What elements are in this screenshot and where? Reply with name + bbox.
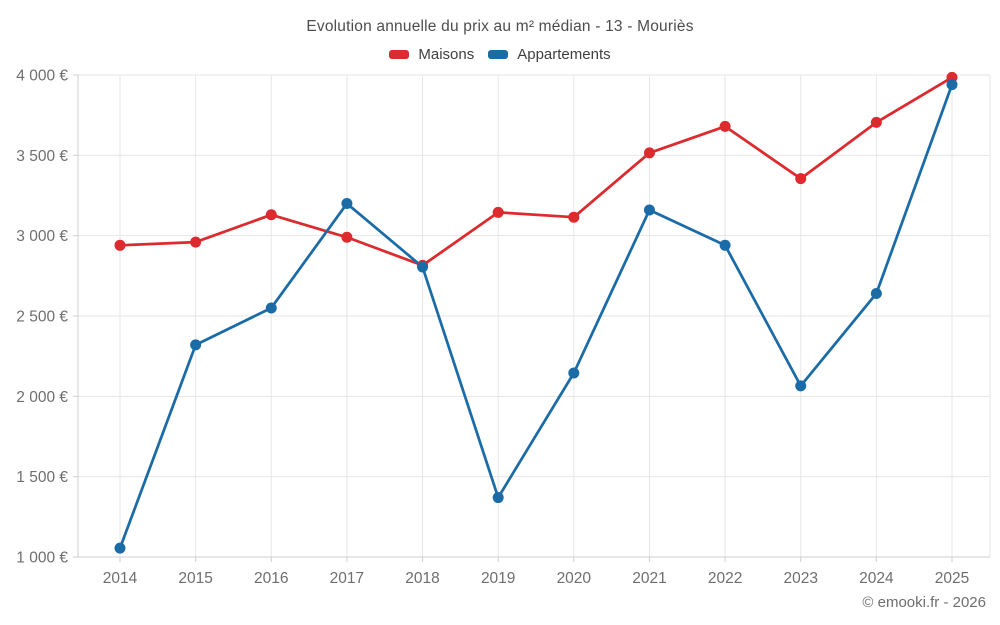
data-point-maisons-2021 bbox=[643, 147, 655, 159]
data-point-appartements-2016 bbox=[265, 302, 277, 314]
data-point-appartements-2017 bbox=[341, 198, 353, 210]
copyright-credit: © emooki.fr - 2026 bbox=[862, 594, 986, 611]
y-tick-label: 2 500 € bbox=[16, 309, 68, 326]
x-tick-label: 2024 bbox=[859, 570, 894, 587]
data-point-maisons-2020 bbox=[568, 211, 580, 223]
x-tick-label: 2022 bbox=[708, 570, 742, 587]
legend-swatch-maisons bbox=[389, 50, 410, 59]
y-tick-label: 3 000 € bbox=[16, 228, 68, 245]
data-point-appartements-2023 bbox=[795, 380, 807, 392]
x-tick-label: 2018 bbox=[405, 570, 439, 587]
x-tick-label: 2021 bbox=[632, 570, 666, 587]
x-tick-label: 2015 bbox=[178, 570, 212, 587]
data-point-maisons-2017 bbox=[341, 231, 353, 243]
x-tick-label: 2019 bbox=[481, 570, 515, 587]
data-point-maisons-2023 bbox=[795, 173, 807, 185]
y-tick-label: 1 000 € bbox=[16, 550, 68, 567]
legend-item-maisons[interactable]: Maisons bbox=[389, 46, 474, 63]
data-point-maisons-2016 bbox=[265, 209, 277, 221]
chart-legend: Maisons Appartements bbox=[0, 46, 1000, 63]
data-point-maisons-2015 bbox=[190, 236, 202, 248]
legend-label: Appartements bbox=[517, 46, 611, 63]
x-tick-label: 2016 bbox=[254, 570, 288, 587]
series-line-appartements bbox=[118, 83, 954, 550]
line-chart-canvas: 1 000 € 1 500 € 2 000 € 2 500 € 3 000 € 3 500… bbox=[16, 68, 991, 587]
legend-label: Maisons bbox=[418, 46, 475, 63]
y-tick-label: 3 500 € bbox=[16, 148, 68, 165]
data-point-appartements-2025 bbox=[946, 79, 958, 91]
y-tick-label: 1 500 € bbox=[16, 469, 68, 486]
y-tick-label: 2 000 € bbox=[16, 389, 68, 406]
data-point-maisons-2024 bbox=[870, 116, 882, 128]
data-point-appartements-2015 bbox=[190, 339, 202, 351]
data-point-maisons-2019 bbox=[492, 206, 504, 218]
x-tick-label: 2025 bbox=[935, 570, 969, 587]
data-point-appartements-2020 bbox=[568, 367, 580, 379]
x-tick-label: 2023 bbox=[783, 570, 817, 587]
data-point-appartements-2018 bbox=[417, 261, 429, 273]
data-point-maisons-2014 bbox=[114, 239, 126, 251]
x-tick-label: 2014 bbox=[103, 570, 138, 587]
x-tick-label: 2020 bbox=[557, 570, 592, 587]
y-tick-label: 4 000 € bbox=[16, 68, 68, 85]
data-point-appartements-2021 bbox=[643, 204, 655, 216]
data-point-appartements-2019 bbox=[492, 492, 504, 504]
data-point-appartements-2022 bbox=[719, 239, 731, 251]
data-point-appartements-2014 bbox=[114, 542, 126, 554]
chart-title: Evolution annuelle du prix au m² médian … bbox=[306, 18, 694, 35]
series-line-maisons bbox=[118, 76, 954, 267]
data-point-appartements-2024 bbox=[870, 288, 882, 300]
x-tick-label: 2017 bbox=[330, 570, 364, 587]
data-point-maisons-2022 bbox=[719, 120, 731, 132]
legend-item-appartements[interactable]: Appartements bbox=[488, 46, 611, 63]
legend-swatch-appartements bbox=[488, 50, 509, 59]
